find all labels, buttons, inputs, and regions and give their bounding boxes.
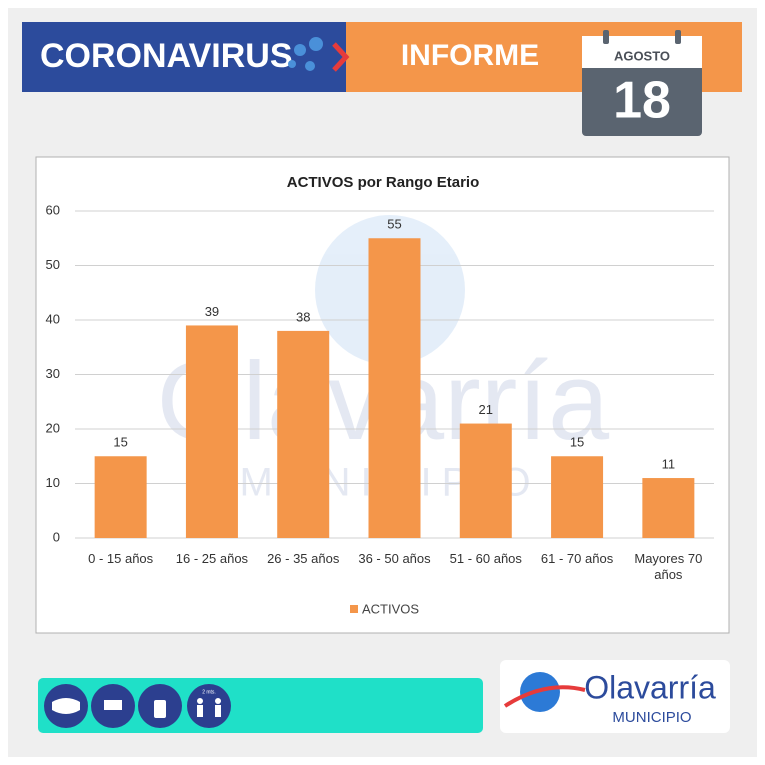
y-tick-label: 50: [46, 257, 60, 272]
people-icon: [197, 698, 221, 717]
data-label: 15: [113, 435, 127, 450]
x-tick-label: Mayores 70 años: [634, 551, 703, 582]
bar: [551, 456, 604, 538]
x-tick-label: 61 - 70 años: [540, 551, 614, 566]
header-subtitle: INFORME: [401, 39, 539, 72]
data-label: 55: [387, 217, 401, 232]
data-label: 15: [570, 435, 584, 450]
y-tick-label: 30: [46, 366, 60, 381]
legend-swatch: [350, 605, 358, 613]
data-label: 11: [662, 456, 676, 471]
calendar-day: 18: [613, 72, 671, 130]
y-tick-label: 10: [46, 475, 60, 490]
logo-box: [500, 660, 730, 733]
bar: [94, 456, 147, 538]
data-label: 21: [479, 402, 493, 417]
header-title: CORONAVIRUS: [40, 37, 293, 75]
legend-label: ACTIVOS: [362, 601, 419, 616]
spray-icon: [154, 700, 166, 718]
virus-icons: [288, 37, 350, 72]
bar: [277, 330, 330, 538]
data-label: 38: [296, 309, 310, 324]
calendar: [582, 30, 702, 136]
bar: [368, 238, 421, 538]
logo-sub: MUNICIPIO: [612, 709, 691, 726]
y-tick-label: 60: [46, 202, 60, 217]
y-tick-label: 20: [46, 420, 60, 435]
x-tick-label: 16 - 25 años: [175, 551, 249, 566]
x-tick-label: 0 - 15 años: [88, 551, 154, 566]
y-tick-label: 0: [53, 529, 60, 544]
bar: [459, 423, 512, 538]
header-left: [22, 22, 346, 92]
bar: [642, 478, 695, 538]
hands-icon: [104, 700, 122, 710]
x-tick-label: 51 - 60 años: [449, 551, 522, 566]
mask-icon: [52, 698, 80, 714]
bar: [185, 325, 238, 538]
y-tick-label: 40: [46, 311, 60, 326]
logo-swoosh: [503, 685, 586, 708]
x-tick-label: 36 - 50 años: [358, 551, 431, 566]
distance-label: 2 mts.: [202, 689, 216, 695]
data-label: 39: [205, 304, 219, 319]
chart-title: ACTIVOS por Rango Etario: [287, 174, 480, 191]
logo-brand: Olavarría: [584, 669, 716, 705]
x-tick-label: 26 - 35 años: [267, 551, 340, 566]
calendar-month: AGOSTO: [614, 48, 670, 63]
